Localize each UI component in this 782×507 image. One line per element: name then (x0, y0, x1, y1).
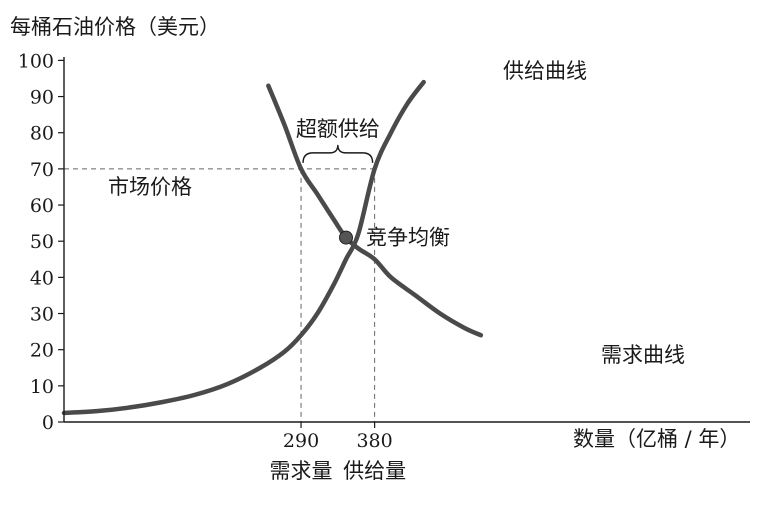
x-tick-label: 380 (356, 430, 392, 452)
y-tick-label: 10 (30, 376, 54, 398)
equilibrium-point (339, 230, 354, 245)
excess-supply-label: 超额供给 (296, 117, 380, 141)
y-tick-label: 20 (30, 340, 54, 362)
curves (61, 79, 484, 416)
y-tick-label: 30 (30, 304, 54, 326)
x-tick-sublabel: 需求量 (270, 459, 333, 483)
demand-curve-label: 需求曲线 (601, 343, 685, 367)
y-tick-label: 50 (30, 231, 54, 253)
equilibrium-label: 竞争均衡 (366, 226, 450, 250)
x-axis-title: 数量（亿桶 / 年） (573, 427, 740, 451)
demand-curve (266, 83, 484, 338)
y-tick-label: 40 (30, 267, 54, 289)
x-ticks: 290 需求量 380 供给量 (270, 422, 406, 483)
supply-curve-label: 供给曲线 (503, 59, 587, 83)
y-ticks: 0 10 20 30 40 50 60 70 80 90 100 (18, 50, 64, 434)
supply-curve (61, 79, 426, 416)
y-tick-label: 90 (30, 87, 54, 109)
axes (63, 57, 750, 423)
x-tick-sublabel: 供给量 (343, 459, 406, 483)
y-tick-label: 0 (42, 412, 54, 434)
x-tick-label: 290 (283, 430, 319, 452)
y-tick-label: 60 (30, 195, 54, 217)
y-axis-title: 每桶石油价格（美元） (10, 15, 220, 39)
market-price-label: 市场价格 (108, 175, 192, 199)
y-tick-label: 80 (30, 123, 54, 145)
y-tick-label: 100 (18, 50, 54, 72)
reference-lines (64, 168, 376, 422)
y-tick-label: 70 (30, 159, 54, 181)
excess-supply-brace (302, 144, 374, 163)
